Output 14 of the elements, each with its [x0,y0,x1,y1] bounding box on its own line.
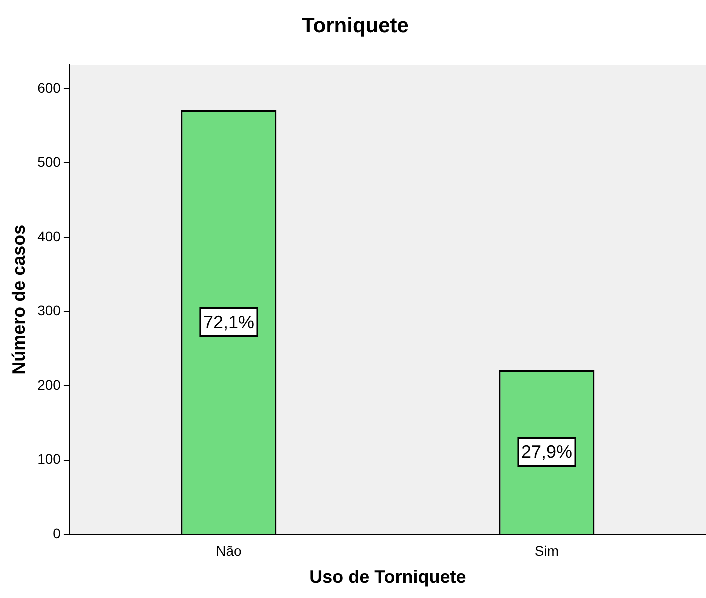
y-tick-label: 600 [38,80,62,96]
x-tick-label: Não [216,542,242,559]
y-tick-label: 400 [38,228,62,244]
y-tick-label: 0 [53,525,62,542]
x-axis-title: Uso de Torniquete [310,567,466,588]
annotation: 72,1% [203,312,254,332]
y-tick-label: 100 [38,451,62,468]
y-tick-label: 300 [38,302,62,319]
y-tick-label: 500 [38,154,62,170]
x-tick-label: Sim [534,542,560,559]
chart-title: Torniquete [302,14,409,38]
y-tick-label: 200 [38,376,62,393]
y-axis-title: Número de casos [8,224,29,375]
annotation: 27,9% [521,442,573,462]
